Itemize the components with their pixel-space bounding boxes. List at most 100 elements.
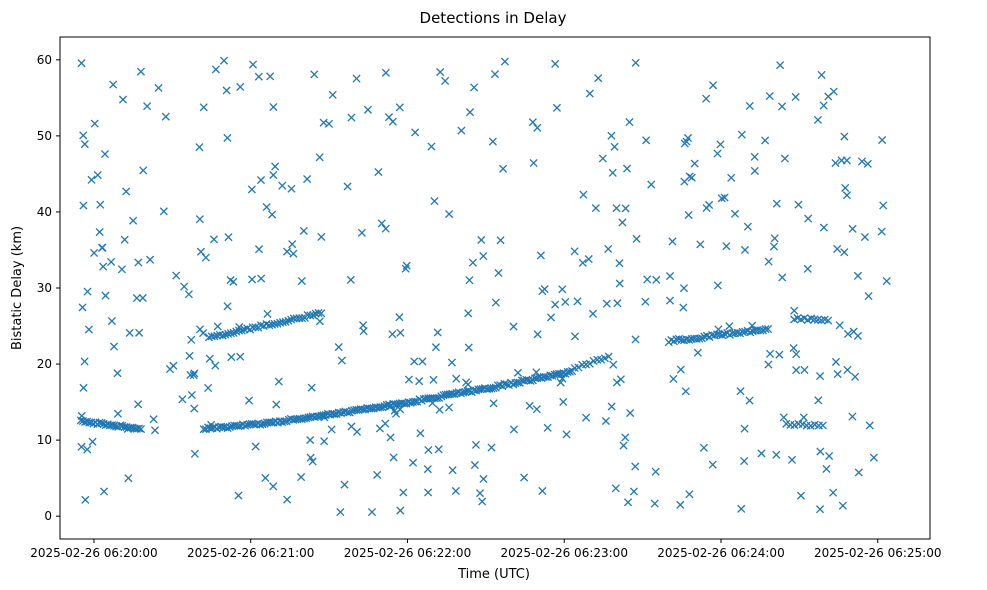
scatter-point bbox=[138, 293, 147, 303]
scatter-point bbox=[702, 203, 711, 213]
scatter-point bbox=[402, 261, 411, 270]
scatter-point bbox=[404, 375, 413, 384]
scatter-point bbox=[853, 331, 862, 340]
scatter-point bbox=[816, 372, 825, 381]
scatter-point bbox=[299, 226, 308, 235]
scatter-point bbox=[851, 372, 860, 381]
scatter-point bbox=[877, 227, 886, 236]
scatter-point bbox=[609, 360, 618, 369]
scatter-point bbox=[340, 480, 349, 489]
scatter-point bbox=[853, 271, 862, 280]
scatter-point bbox=[450, 390, 459, 399]
scatter-point bbox=[396, 506, 405, 515]
scatter-point bbox=[99, 262, 108, 271]
scatter-point bbox=[551, 300, 560, 309]
scatter-point bbox=[314, 308, 323, 318]
scatter-point bbox=[829, 87, 838, 96]
scatter-point bbox=[714, 325, 723, 334]
scatter-point bbox=[499, 164, 508, 173]
scatter-point bbox=[709, 81, 718, 90]
scatter-point bbox=[207, 420, 216, 429]
scatter-point bbox=[161, 112, 170, 121]
scatter-point bbox=[479, 474, 488, 484]
scatter-point bbox=[642, 136, 651, 145]
plot-frame bbox=[59, 36, 931, 540]
scatter-point bbox=[269, 170, 278, 180]
scatter-point bbox=[381, 68, 390, 77]
scatter-point bbox=[262, 203, 271, 212]
scatter-point bbox=[743, 222, 752, 231]
scatter-point bbox=[803, 264, 812, 273]
scatter-point bbox=[415, 377, 424, 386]
scatter-point bbox=[822, 464, 831, 473]
scatter-point bbox=[134, 424, 143, 433]
scatter-point bbox=[816, 505, 825, 514]
scatter-point bbox=[225, 422, 234, 432]
scatter-point bbox=[777, 102, 787, 111]
scatter-point bbox=[109, 342, 119, 351]
scatter-point bbox=[621, 433, 630, 442]
scatter-point bbox=[489, 399, 498, 408]
scatter-point bbox=[643, 275, 652, 284]
scatter-point bbox=[400, 399, 409, 408]
scatter-point bbox=[475, 489, 485, 498]
scatter-point bbox=[477, 235, 486, 245]
scatter-point bbox=[99, 487, 109, 496]
scatter-point bbox=[631, 58, 640, 67]
scatter-point bbox=[101, 291, 110, 300]
scatter-point bbox=[652, 275, 661, 284]
scatter-point bbox=[209, 235, 219, 244]
y-tick-label: 40 bbox=[37, 205, 52, 219]
y-tick-label: 10 bbox=[37, 433, 52, 447]
y-axis-ticks: 0 10 20 30 40 50 60 bbox=[37, 53, 60, 523]
scatter-point bbox=[696, 240, 705, 249]
scatter-point bbox=[607, 402, 616, 411]
scatter-point bbox=[610, 142, 619, 151]
scatter-point bbox=[190, 449, 199, 458]
scatter-point bbox=[346, 275, 355, 284]
scatter-point bbox=[745, 396, 754, 405]
scatter-point bbox=[816, 447, 825, 456]
scatter-point bbox=[224, 233, 233, 242]
scatter-point bbox=[765, 92, 774, 101]
scatter-point bbox=[204, 383, 213, 392]
scatter-point bbox=[247, 185, 256, 194]
scatter-point bbox=[775, 350, 784, 359]
scatter-point bbox=[399, 488, 408, 497]
scatter-point bbox=[465, 276, 474, 285]
scatter-point bbox=[857, 157, 867, 166]
scatter-point bbox=[303, 174, 312, 184]
scatter-point bbox=[611, 484, 620, 493]
scatter-point bbox=[77, 59, 86, 68]
scatter-point bbox=[674, 334, 683, 343]
scatter-point bbox=[187, 390, 196, 400]
scatter-point bbox=[612, 378, 621, 387]
scatter-point bbox=[284, 316, 293, 325]
scatter-point bbox=[533, 123, 542, 132]
scatter-point bbox=[679, 303, 688, 312]
scatter-point bbox=[195, 143, 204, 152]
scatter-point bbox=[570, 332, 580, 341]
scatter-point bbox=[136, 425, 146, 434]
scatter-point bbox=[257, 274, 266, 283]
scatter-point bbox=[546, 313, 556, 322]
scatter-point bbox=[79, 131, 88, 140]
scatter-point bbox=[336, 409, 346, 418]
scatter-point bbox=[462, 378, 471, 387]
scatter-point bbox=[780, 154, 789, 163]
scatter-point bbox=[509, 380, 518, 389]
scatter-point bbox=[725, 322, 734, 331]
scatter-point bbox=[93, 171, 102, 180]
scatter-point bbox=[594, 74, 603, 83]
scatter-point bbox=[800, 365, 809, 375]
scatter-point bbox=[306, 435, 315, 445]
scatter-point bbox=[693, 348, 702, 357]
scatter-point bbox=[235, 322, 244, 332]
scatter-point bbox=[385, 402, 394, 411]
scatter-point bbox=[107, 257, 116, 266]
scatter-point bbox=[315, 153, 324, 162]
scatter-point bbox=[819, 101, 828, 110]
scatter-point bbox=[139, 166, 148, 175]
scatter-point bbox=[631, 335, 640, 344]
scatter-point bbox=[720, 193, 729, 202]
